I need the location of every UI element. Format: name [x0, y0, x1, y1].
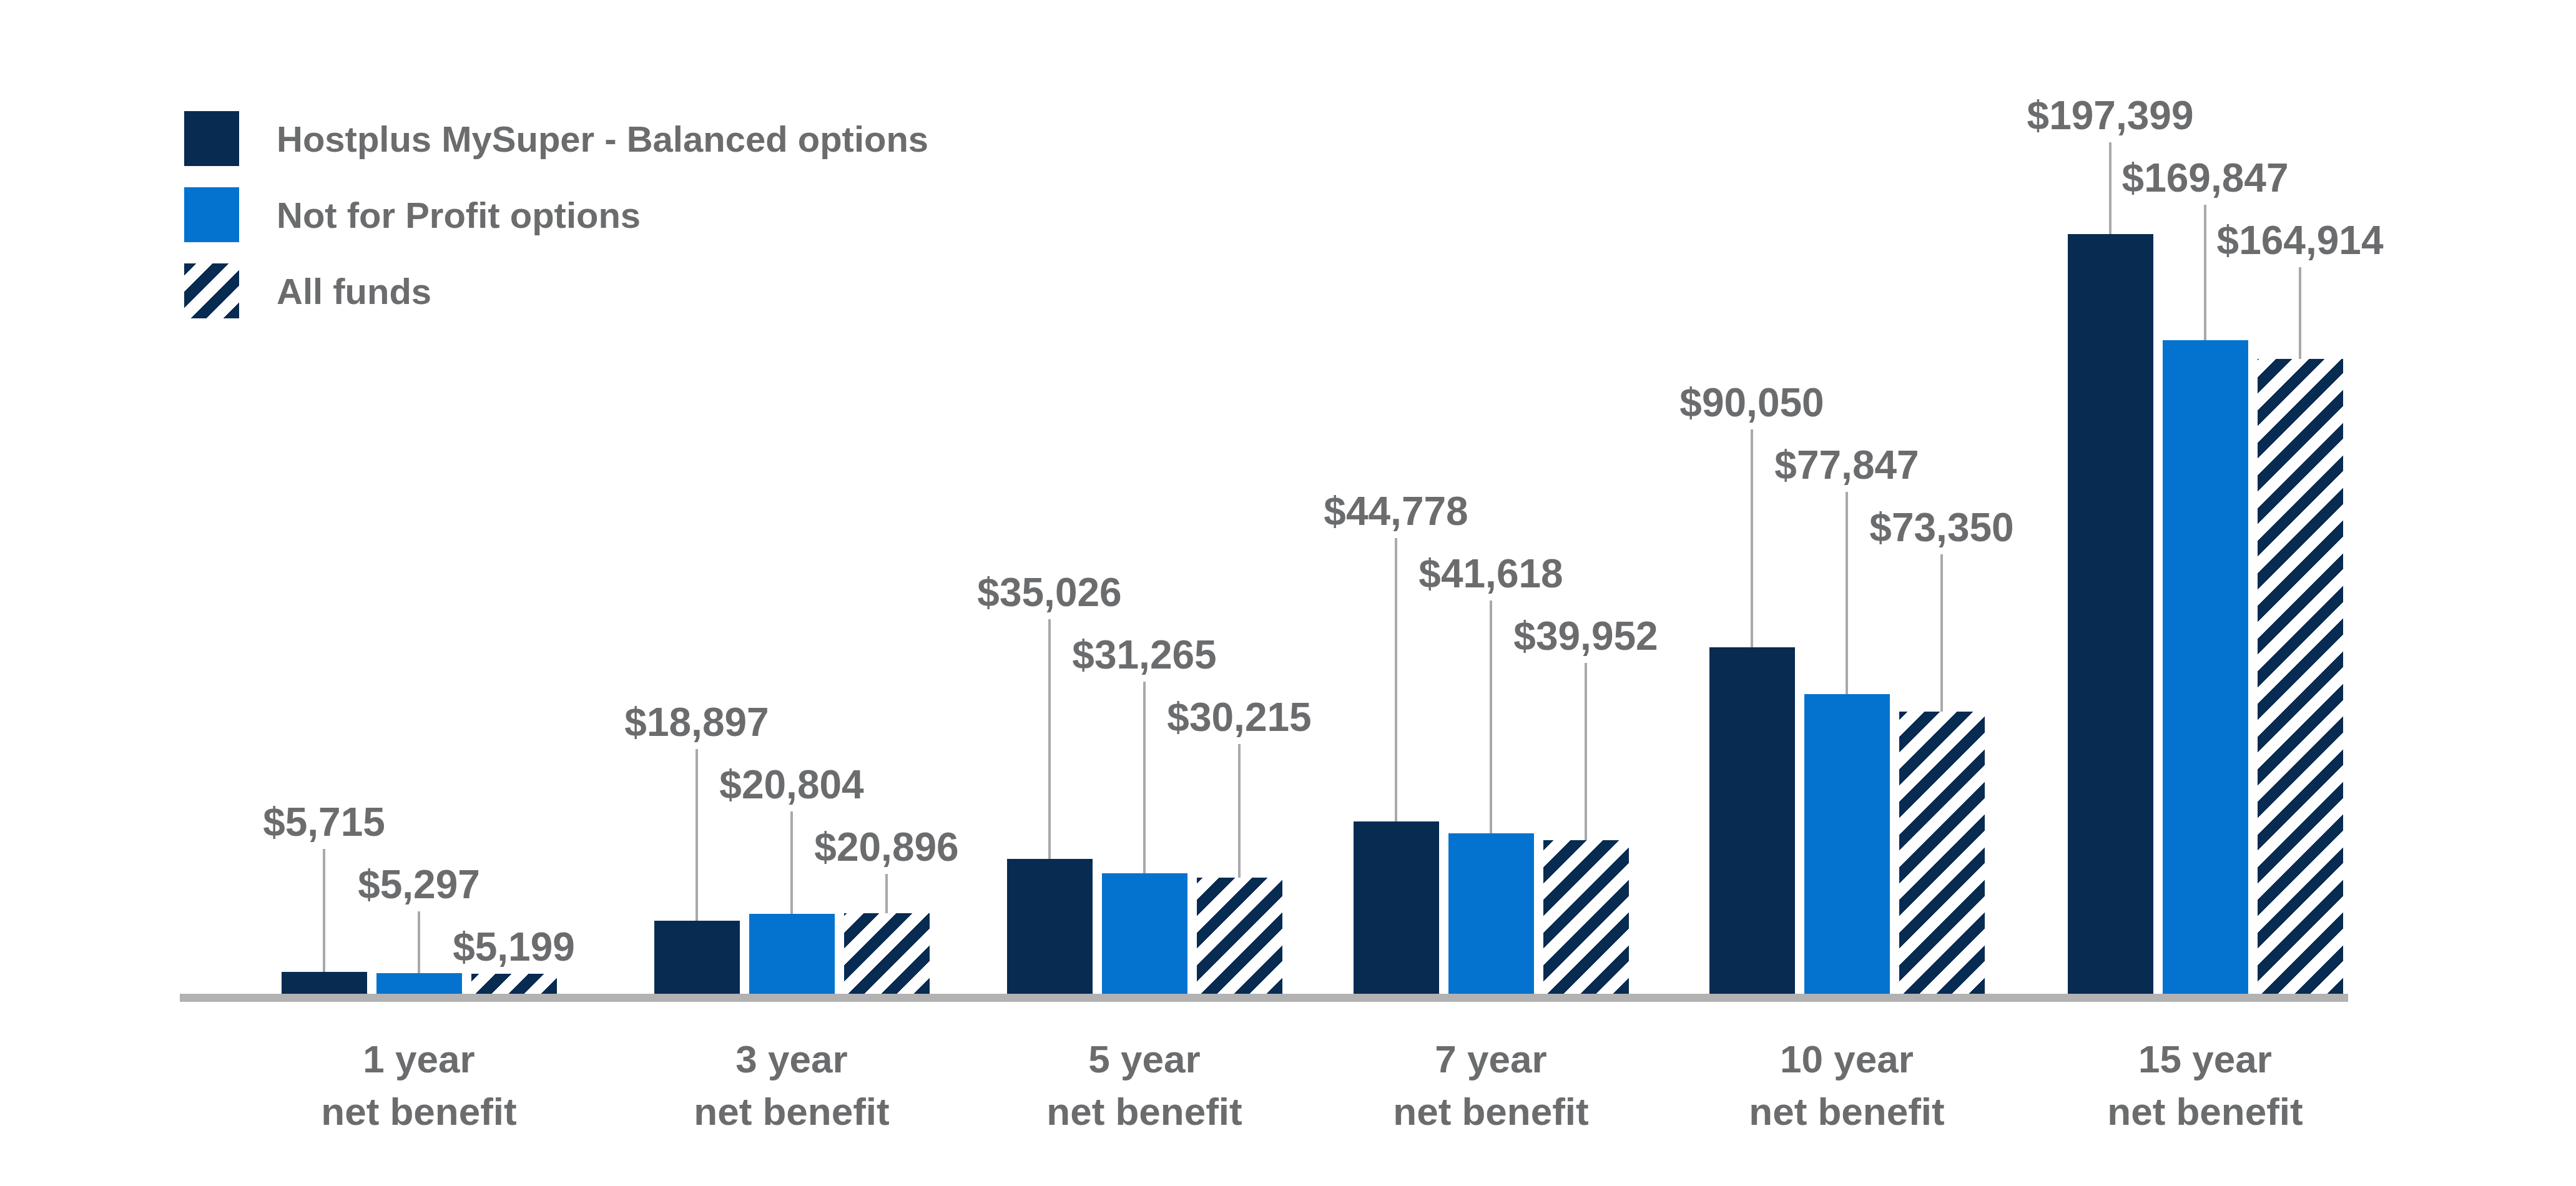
category-line1: 3 year — [694, 1033, 889, 1086]
bar-solid-navy-5-year — [1007, 859, 1093, 994]
legend-label: All funds — [277, 270, 431, 312]
value-label: $77,847 — [1774, 442, 1919, 488]
x-axis-category-label: 3 yearnet benefit — [694, 1033, 889, 1138]
category-line2: net benefit — [2107, 1086, 2303, 1138]
value-leader-line — [1751, 429, 1753, 647]
chart-legend: Hostplus MySuper - Balanced options Not … — [184, 111, 1183, 323]
value-label: $5,297 — [358, 861, 480, 908]
value-label: $41,618 — [1418, 551, 1563, 597]
bar-solid-navy-7-year — [1354, 821, 1439, 994]
value-leader-line — [2299, 267, 2301, 359]
bar-diagonal-stripes-navy-on-white-10-year — [1899, 712, 1985, 994]
bar-solid-navy-15-year — [2068, 234, 2153, 994]
value-leader-line — [1395, 538, 1397, 821]
value-label: $197,399 — [2027, 92, 2194, 139]
category-line2: net benefit — [1393, 1086, 1588, 1138]
value-leader-line — [1490, 600, 1492, 833]
value-label: $5,199 — [453, 924, 575, 970]
legend-item-hostplus-mysuper: Hostplus MySuper - Balanced options — [184, 111, 928, 166]
x-axis-category-label: 7 yearnet benefit — [1393, 1033, 1588, 1138]
bar-solid-navy-1-year — [282, 972, 367, 994]
value-label: $164,914 — [2217, 217, 2384, 263]
hatched-square-swatch-icon — [184, 263, 239, 318]
value-label: $18,897 — [624, 699, 769, 745]
category-line1: 15 year — [2107, 1033, 2303, 1086]
value-leader-line — [1940, 554, 1943, 712]
value-label: $20,804 — [719, 762, 863, 808]
value-leader-line — [2109, 142, 2111, 234]
bar-solid-blue-15-year — [2163, 340, 2248, 994]
category-line1: 1 year — [321, 1033, 516, 1086]
bar-diagonal-stripes-navy-on-white-5-year — [1197, 878, 1282, 994]
category-line2: net benefit — [321, 1086, 516, 1138]
value-label: $39,952 — [1513, 613, 1658, 659]
value-leader-line — [1143, 682, 1146, 873]
value-label: $90,050 — [1679, 380, 1824, 426]
value-leader-line — [696, 749, 698, 921]
x-axis-baseline — [180, 994, 2348, 1002]
value-leader-line — [1846, 492, 1848, 694]
bar-solid-navy-10-year — [1709, 647, 1795, 994]
value-label: $31,265 — [1072, 632, 1216, 678]
bar-diagonal-stripes-navy-on-white-3-year — [844, 913, 930, 994]
value-leader-line — [790, 811, 793, 914]
x-axis-category-label: 1 yearnet benefit — [321, 1033, 516, 1138]
x-axis-category-label: 5 yearnet benefit — [1046, 1033, 1242, 1138]
bar-solid-blue-10-year — [1804, 694, 1890, 994]
legend-label: Hostplus MySuper - Balanced options — [277, 118, 928, 160]
category-line1: 7 year — [1393, 1033, 1588, 1086]
value-label: $5,715 — [263, 799, 385, 845]
category-line1: 5 year — [1046, 1033, 1242, 1086]
bar-solid-blue-3-year — [749, 914, 835, 994]
category-line2: net benefit — [1046, 1086, 1242, 1138]
value-label: $44,778 — [1324, 488, 1468, 534]
bar-solid-navy-3-year — [654, 921, 740, 994]
bar-diagonal-stripes-navy-on-white-15-year — [2258, 359, 2343, 994]
value-label: $73,350 — [1869, 504, 2013, 551]
legend-item-not-for-profit: Not for Profit options — [184, 187, 641, 242]
value-leader-line — [1048, 619, 1051, 859]
value-label: $20,896 — [814, 824, 958, 870]
legend-label: Not for Profit options — [277, 194, 641, 236]
value-label: $169,847 — [2122, 155, 2289, 201]
category-line1: 10 year — [1749, 1033, 1944, 1086]
x-axis-category-label: 15 yearnet benefit — [2107, 1033, 2303, 1138]
value-leader-line — [1585, 663, 1587, 840]
bar-diagonal-stripes-navy-on-white-7-year — [1543, 840, 1629, 994]
category-line2: net benefit — [694, 1086, 889, 1138]
bar-solid-blue-5-year — [1102, 873, 1187, 994]
value-leader-line — [1238, 744, 1241, 878]
bar-diagonal-stripes-navy-on-white-1-year — [471, 974, 557, 994]
value-leader-line — [2204, 205, 2206, 340]
legend-item-all-funds: All funds — [184, 263, 431, 318]
x-axis-category-label: 10 yearnet benefit — [1749, 1033, 1944, 1138]
net-benefit-bar-chart: Hostplus MySuper - Balanced options Not … — [0, 0, 2576, 1186]
value-label: $30,215 — [1167, 694, 1311, 740]
value-leader-line — [885, 874, 888, 913]
bar-solid-blue-7-year — [1448, 833, 1534, 994]
value-leader-line — [323, 849, 325, 972]
value-label: $35,026 — [977, 569, 1121, 615]
bar-solid-blue-1-year — [376, 973, 462, 994]
navy-square-swatch-icon — [184, 111, 239, 166]
blue-square-swatch-icon — [184, 187, 239, 242]
category-line2: net benefit — [1749, 1086, 1944, 1138]
value-leader-line — [418, 911, 420, 973]
